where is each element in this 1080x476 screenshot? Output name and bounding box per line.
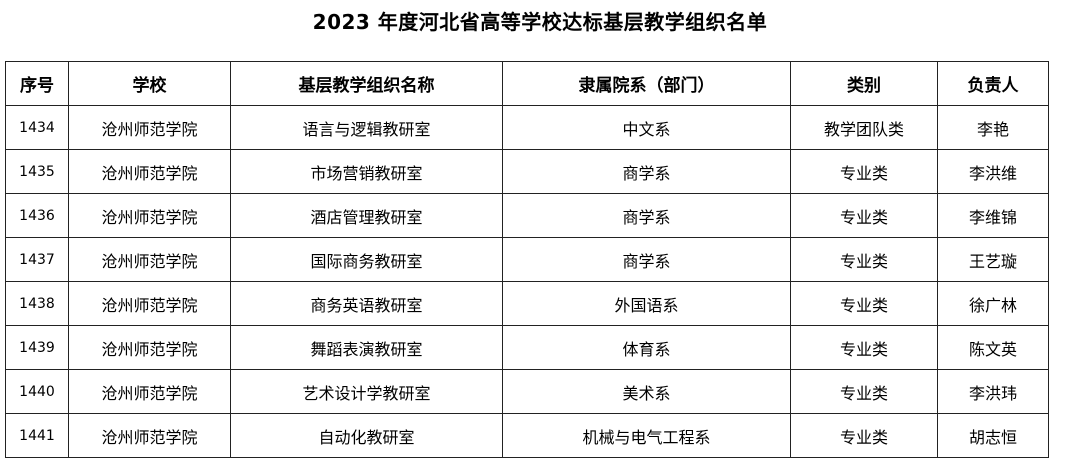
organization-table: 序号 学校 基层教学组织名称 隶属院系（部门） 类别 负责人 1434 沧州师范学院 语言与逻… xyxy=(5,61,1049,458)
cell-category: 专业类 xyxy=(790,193,938,238)
cell-department: 外国语系 xyxy=(502,281,791,326)
cell-leader: 李维锦 xyxy=(937,193,1049,238)
cell-department: 商学系 xyxy=(502,237,791,282)
cell-school: 沧州师范学院 xyxy=(68,193,231,238)
header-leader: 负责人 xyxy=(937,61,1049,106)
cell-school: 沧州师范学院 xyxy=(68,237,231,282)
cell-leader: 李洪玮 xyxy=(937,369,1049,414)
cell-category: 教学团队类 xyxy=(790,105,938,150)
table-row: 1437 沧州师范学院 国际商务教研室 商学系 专业类 王艺璇 xyxy=(5,237,1049,282)
cell-index: 1436 xyxy=(5,193,69,238)
cell-index: 1440 xyxy=(5,369,69,414)
document-title: 2023 年度河北省高等学校达标基层教学组织名单 xyxy=(312,10,768,34)
header-school: 学校 xyxy=(68,61,231,106)
cell-leader: 陈文英 xyxy=(937,325,1049,370)
cell-org-name: 艺术设计学教研室 xyxy=(230,369,503,414)
cell-school: 沧州师范学院 xyxy=(68,325,231,370)
cell-org-name: 酒店管理教研室 xyxy=(230,193,503,238)
cell-index: 1437 xyxy=(5,237,69,282)
cell-category: 专业类 xyxy=(790,149,938,194)
cell-school: 沧州师范学院 xyxy=(68,105,231,150)
table-row: 1434 沧州师范学院 语言与逻辑教研室 中文系 教学团队类 李艳 xyxy=(5,105,1049,150)
table-row: 1440 沧州师范学院 艺术设计学教研室 美术系 专业类 李洪玮 xyxy=(5,369,1049,414)
cell-department: 商学系 xyxy=(502,149,791,194)
cell-index: 1439 xyxy=(5,325,69,370)
cell-leader: 李洪维 xyxy=(937,149,1049,194)
header-org-name: 基层教学组织名称 xyxy=(230,61,503,106)
cell-category: 专业类 xyxy=(790,237,938,282)
table-row: 1438 沧州师范学院 商务英语教研室 外国语系 专业类 徐广林 xyxy=(5,281,1049,326)
header-index: 序号 xyxy=(5,61,69,106)
table-row: 1435 沧州师范学院 市场营销教研室 商学系 专业类 李洪维 xyxy=(5,149,1049,194)
header-department: 隶属院系（部门） xyxy=(502,61,791,106)
cell-department: 商学系 xyxy=(502,193,791,238)
cell-org-name: 市场营销教研室 xyxy=(230,149,503,194)
cell-category: 专业类 xyxy=(790,281,938,326)
cell-school: 沧州师范学院 xyxy=(68,281,231,326)
cell-category: 专业类 xyxy=(790,325,938,370)
table-row: 1436 沧州师范学院 酒店管理教研室 商学系 专业类 李维锦 xyxy=(5,193,1049,238)
cell-org-name: 国际商务教研室 xyxy=(230,237,503,282)
cell-leader: 胡志恒 xyxy=(937,413,1049,458)
table-header-row: 序号 学校 基层教学组织名称 隶属院系（部门） 类别 负责人 xyxy=(5,61,1049,106)
cell-index: 1438 xyxy=(5,281,69,326)
table-row: 1439 沧州师范学院 舞蹈表演教研室 体育系 专业类 陈文英 xyxy=(5,325,1049,370)
cell-org-name: 舞蹈表演教研室 xyxy=(230,325,503,370)
cell-org-name: 语言与逻辑教研室 xyxy=(230,105,503,150)
cell-org-name: 自动化教研室 xyxy=(230,413,503,458)
cell-school: 沧州师范学院 xyxy=(68,369,231,414)
cell-department: 体育系 xyxy=(502,325,791,370)
cell-leader: 王艺璇 xyxy=(937,237,1049,282)
cell-index: 1441 xyxy=(5,413,69,458)
header-category: 类别 xyxy=(790,61,938,106)
cell-category: 专业类 xyxy=(790,369,938,414)
cell-school: 沧州师范学院 xyxy=(68,413,231,458)
cell-department: 美术系 xyxy=(502,369,791,414)
cell-department: 机械与电气工程系 xyxy=(502,413,791,458)
cell-index: 1434 xyxy=(5,105,69,150)
cell-index: 1435 xyxy=(5,149,69,194)
cell-school: 沧州师范学院 xyxy=(68,149,231,194)
cell-department: 中文系 xyxy=(502,105,791,150)
table-row: 1441 沧州师范学院 自动化教研室 机械与电气工程系 专业类 胡志恒 xyxy=(5,413,1049,458)
cell-leader: 徐广林 xyxy=(937,281,1049,326)
cell-leader: 李艳 xyxy=(937,105,1049,150)
cell-org-name: 商务英语教研室 xyxy=(230,281,503,326)
cell-category: 专业类 xyxy=(790,413,938,458)
